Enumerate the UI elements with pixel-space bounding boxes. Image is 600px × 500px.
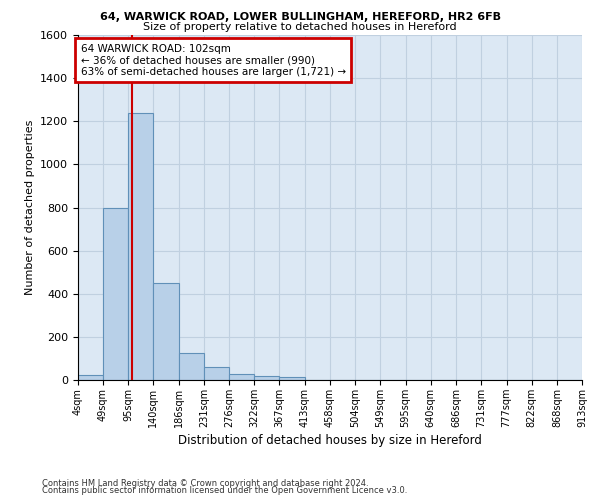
Bar: [279, 377, 305, 380]
Bar: [128, 112, 154, 380]
Bar: [204, 367, 229, 380]
Bar: [229, 374, 254, 380]
Bar: [254, 376, 279, 380]
Bar: [154, 283, 179, 380]
Text: Contains HM Land Registry data © Crown copyright and database right 2024.: Contains HM Land Registry data © Crown c…: [42, 478, 368, 488]
Text: 64, WARWICK ROAD, LOWER BULLINGHAM, HEREFORD, HR2 6FB: 64, WARWICK ROAD, LOWER BULLINGHAM, HERE…: [100, 12, 500, 22]
Bar: [179, 353, 204, 380]
Bar: [78, 374, 103, 380]
Y-axis label: Number of detached properties: Number of detached properties: [25, 120, 35, 295]
Text: 64 WARWICK ROAD: 102sqm
← 36% of detached houses are smaller (990)
63% of semi-d: 64 WARWICK ROAD: 102sqm ← 36% of detache…: [80, 44, 346, 77]
Text: Contains public sector information licensed under the Open Government Licence v3: Contains public sector information licen…: [42, 486, 407, 495]
Text: Size of property relative to detached houses in Hereford: Size of property relative to detached ho…: [143, 22, 457, 32]
Bar: [103, 208, 128, 380]
X-axis label: Distribution of detached houses by size in Hereford: Distribution of detached houses by size …: [178, 434, 482, 447]
